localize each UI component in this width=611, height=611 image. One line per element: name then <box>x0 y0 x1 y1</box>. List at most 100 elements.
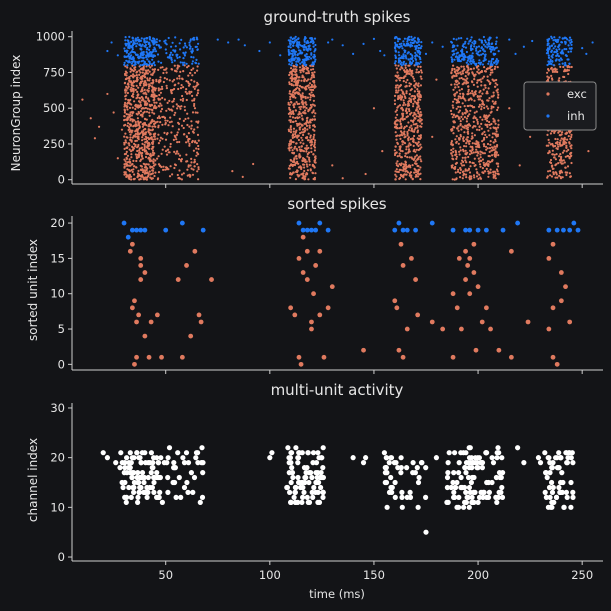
exc-spike <box>290 70 293 73</box>
inh-spike <box>130 62 133 65</box>
exc-spike <box>487 170 490 173</box>
exc-spike <box>546 71 549 74</box>
exc-spike <box>394 116 397 119</box>
channel-spike <box>451 494 457 500</box>
exc-spike <box>157 97 160 100</box>
exc-spike <box>399 120 402 123</box>
exc-spike <box>291 163 294 167</box>
exc-spike <box>459 149 462 152</box>
exc-spike <box>405 81 408 84</box>
inh-spike <box>470 62 473 65</box>
exc-spike <box>191 111 195 114</box>
inh-spike <box>314 48 317 51</box>
exc-spike <box>302 142 305 145</box>
channel-spike <box>469 465 475 471</box>
exc-spike <box>490 110 493 113</box>
channel-spike <box>126 484 132 491</box>
exc-spike <box>552 173 555 176</box>
channel-spike <box>158 455 164 461</box>
inh-spike <box>142 59 145 62</box>
exc-spike <box>148 114 151 117</box>
exc-spike <box>300 166 303 169</box>
exc-spike <box>163 77 166 80</box>
inh-spike <box>482 35 485 39</box>
exc-spike <box>468 98 471 101</box>
exc-spike <box>143 166 147 169</box>
channel-spike <box>313 470 319 476</box>
exc-spike <box>461 159 464 162</box>
y-tick-label: 30 <box>50 401 65 415</box>
exc-spike <box>408 64 411 67</box>
exc-spike <box>554 176 557 179</box>
exc-spike <box>470 152 473 155</box>
exc-spike <box>143 146 146 150</box>
exc-spike <box>396 84 399 87</box>
exc-spike <box>141 139 144 142</box>
unit-spike <box>440 326 446 332</box>
exc-spike <box>128 106 132 109</box>
exc-spike <box>170 120 173 123</box>
channel-spike <box>433 455 440 461</box>
inh-spike <box>469 45 473 48</box>
unit-spike <box>198 319 204 325</box>
exc-spike <box>478 72 481 75</box>
exc-spike <box>152 106 156 110</box>
exc-spike <box>462 174 465 177</box>
channel-spike <box>549 489 556 495</box>
inh-spike <box>549 62 552 65</box>
exc-spike <box>175 103 178 106</box>
exc-spike <box>481 102 484 105</box>
channel-spike <box>515 445 521 451</box>
exc-spike <box>141 148 144 152</box>
exc-spike <box>161 115 164 119</box>
inh-spike <box>398 38 401 41</box>
inh-spike <box>313 53 316 56</box>
exc-spike <box>461 177 464 180</box>
exc-spike <box>409 99 413 102</box>
exc-spike <box>141 174 144 177</box>
inh-spike <box>313 37 317 40</box>
exc-spike <box>547 138 550 141</box>
inh-spike <box>182 46 185 49</box>
exc-spike <box>159 110 162 113</box>
exc-spike <box>161 87 164 90</box>
exc-spike <box>466 77 469 80</box>
exc-spike <box>231 170 234 173</box>
inh-spike <box>148 38 151 41</box>
inh-spike <box>312 61 315 64</box>
exc-spike <box>466 69 469 72</box>
exc-spike <box>288 73 291 77</box>
exc-spike <box>139 151 142 154</box>
channel-spike <box>267 455 273 461</box>
unit-spike <box>392 227 398 233</box>
inh-spike <box>191 62 194 65</box>
exc-spike <box>171 80 174 83</box>
channel-spike <box>141 479 147 486</box>
exc-spike <box>144 123 147 126</box>
exc-spike <box>197 178 200 181</box>
exc-spike <box>313 149 316 152</box>
channel-spike <box>556 450 562 456</box>
exc-spike <box>312 99 315 102</box>
exc-spike <box>396 155 399 158</box>
channel-spike <box>309 474 315 481</box>
exc-spike <box>457 125 460 128</box>
channel-spike <box>453 484 459 491</box>
exc-spike <box>190 161 193 164</box>
unit-spike <box>465 263 471 268</box>
exc-spike <box>139 110 142 113</box>
exc-spike <box>295 142 298 145</box>
exc-spike <box>461 102 464 105</box>
inh-spike <box>555 58 558 62</box>
channel-spike <box>393 460 399 466</box>
channel-spike <box>123 499 129 505</box>
exc-spike <box>396 127 399 130</box>
exc-spike <box>461 83 464 86</box>
exc-spike <box>412 150 415 153</box>
inh-spike <box>549 58 552 61</box>
inh-spike <box>149 51 152 54</box>
exc-spike <box>148 142 151 145</box>
exc-spike <box>138 112 141 115</box>
exc-spike <box>561 144 564 147</box>
exc-spike <box>461 112 464 115</box>
